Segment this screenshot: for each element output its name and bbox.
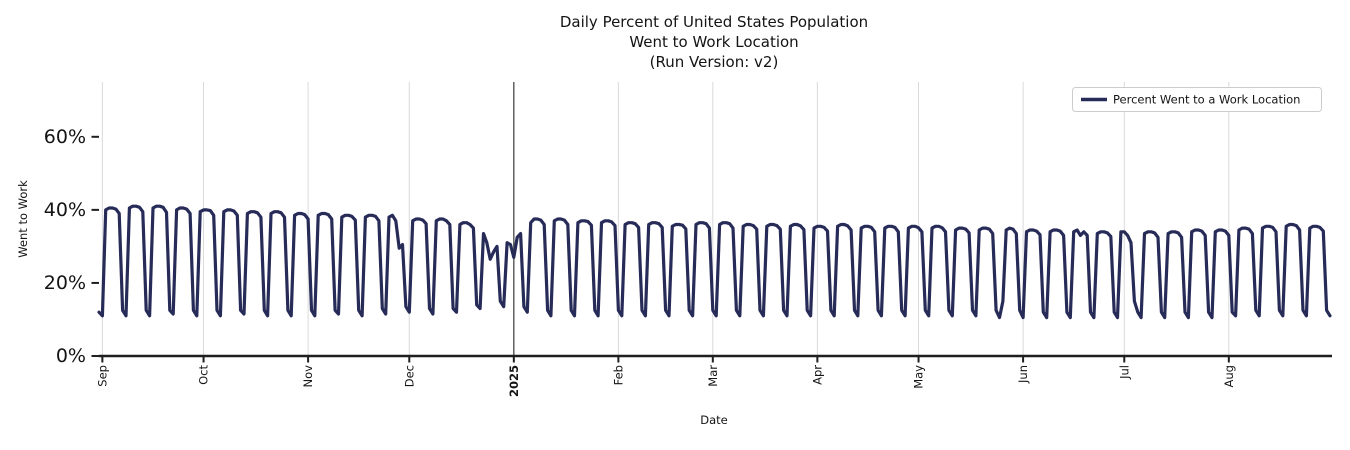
x-tick-label: Sep [95, 365, 109, 387]
x-tick-label: Feb [611, 365, 625, 385]
x-tick-label: Aug [1222, 365, 1236, 387]
axes: 0% 20% 40% 60% Sep Oct Nov Dec 2025 Feb Mar Apr May J… [44, 126, 1332, 397]
y-tick-label: 60% [44, 126, 86, 148]
x-tick-label: Apr [810, 365, 824, 385]
chart-title: Daily Percent of United States Populatio… [560, 13, 868, 71]
x-axis-label: Date [700, 413, 728, 427]
title-line-1: Daily Percent of United States Populatio… [560, 13, 868, 31]
x-tick-label: Oct [197, 365, 211, 385]
x-tick-label: May [912, 365, 926, 389]
x-tick-label: Nov [301, 365, 315, 388]
x-tick-label: 2025 [507, 365, 521, 397]
title-line-3: (Run Version: v2) [650, 53, 779, 71]
y-tick-label: 20% [44, 272, 86, 294]
data-line [97, 204, 1332, 320]
x-tick-label: Jun [1016, 365, 1030, 384]
legend-label: Percent Went to a Work Location [1113, 93, 1300, 107]
title-line-2: Went to Work Location [629, 33, 798, 51]
y-tick-label: 40% [44, 199, 86, 221]
x-tick-label: Mar [706, 365, 720, 387]
percent-went-to-work-line [97, 204, 1332, 320]
y-tick-label: 0% [56, 345, 86, 367]
x-tick-label: Jul [1117, 365, 1131, 380]
y-axis-label: Went to Work [16, 180, 30, 258]
legend-box [1072, 87, 1322, 112]
x-tick-label: Dec [402, 365, 416, 387]
legend: Percent Went to a Work Location [1072, 87, 1322, 112]
